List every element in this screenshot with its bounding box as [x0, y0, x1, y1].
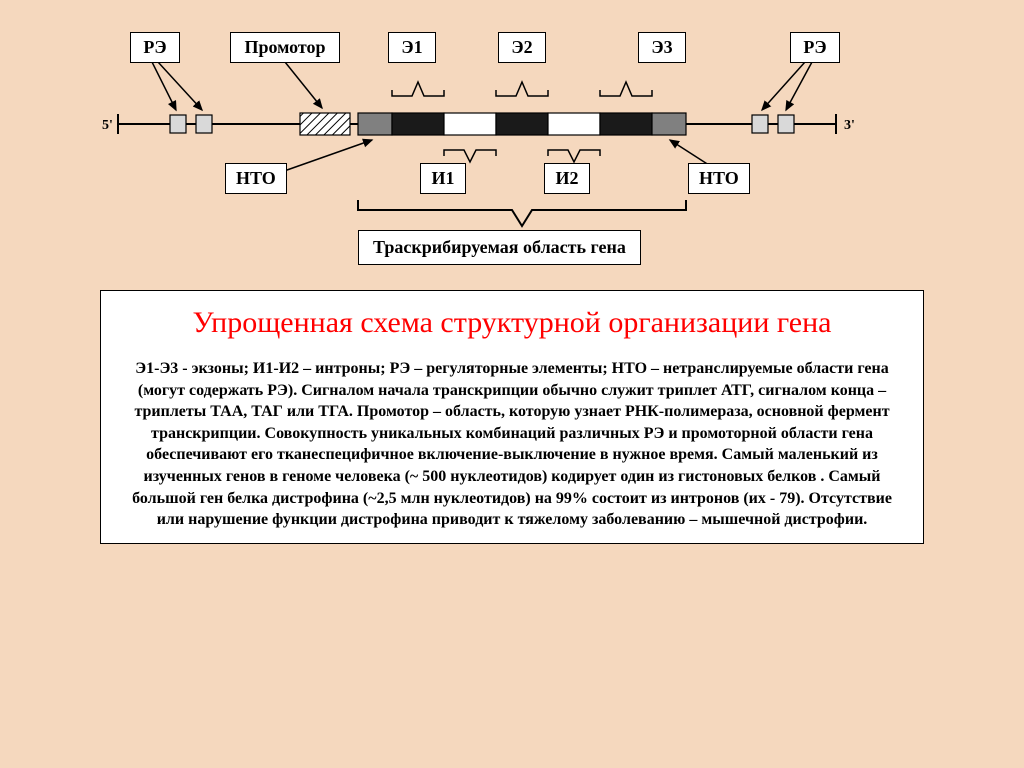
- segment-nto-right: [652, 113, 686, 135]
- segment-nto-left: [358, 113, 392, 135]
- transcribed-region-label: Траскрибируемая область гена: [358, 230, 641, 265]
- lbl-nto-right: НТО: [688, 163, 750, 194]
- lbl-e3: Э3: [638, 32, 686, 63]
- segment-re-left-2: [196, 115, 212, 133]
- bracket: [392, 82, 444, 96]
- lbl-i2: И2: [544, 163, 590, 194]
- segment-exon2: [496, 113, 548, 135]
- lbl-nto-left: НТО: [225, 163, 287, 194]
- five-prime-label: 5': [102, 118, 113, 134]
- segment-re-right-2: [778, 115, 794, 133]
- page-root: 5' 3' РЭ Промотор Э1 Э2 Э3 РЭ НТО И1 И2 НТО Траскриб…: [0, 0, 1024, 768]
- three-prime-label: 3': [844, 118, 855, 134]
- bracket: [444, 150, 496, 162]
- bracket: [600, 82, 652, 96]
- segment-intron2: [548, 113, 600, 135]
- info-title: Упрощенная схема структурной организации…: [121, 303, 903, 342]
- segment-intron1: [444, 113, 496, 135]
- lbl-e2: Э2: [498, 32, 546, 63]
- bracket: [548, 150, 600, 162]
- lbl-promoter: Промотор: [230, 32, 340, 63]
- info-panel: Упрощенная схема структурной организации…: [100, 290, 924, 544]
- lbl-e1: Э1: [388, 32, 436, 63]
- segment-re-left-1: [170, 115, 186, 133]
- info-body: Э1-Э3 - экзоны; И1-И2 – интроны; РЭ – ре…: [121, 358, 903, 531]
- lbl-re-right: РЭ: [790, 32, 840, 63]
- big-bracket: [358, 200, 686, 226]
- segment-exon1: [392, 113, 444, 135]
- lbl-i1: И1: [420, 163, 466, 194]
- lbl-re-left: РЭ: [130, 32, 180, 63]
- segment-exon3: [600, 113, 652, 135]
- arrow: [285, 62, 322, 108]
- bracket: [496, 82, 548, 96]
- segment-promoter: [300, 113, 350, 135]
- segment-re-right-1: [752, 115, 768, 133]
